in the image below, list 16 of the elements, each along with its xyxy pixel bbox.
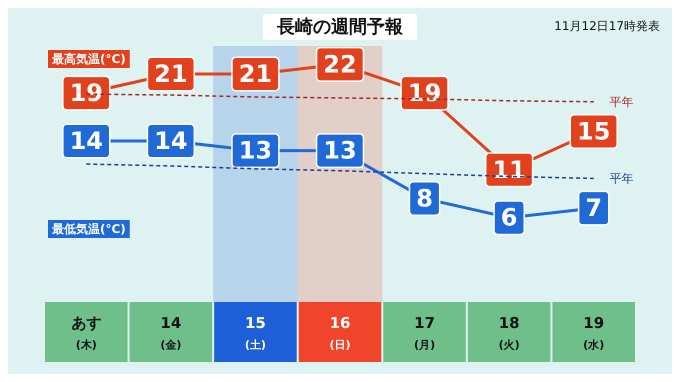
data-label: 8 xyxy=(416,184,433,213)
x-tick-label: 19 (水) xyxy=(583,314,604,352)
x-tick-label: 18 (火) xyxy=(498,314,520,352)
data-label: 6 xyxy=(500,204,518,232)
text: 最低気温(°C) xyxy=(51,222,126,236)
x-tick-label: 16 (日) xyxy=(329,314,351,352)
x-tick-label: 14 (金) xyxy=(160,314,182,352)
x-tick-label: 17 (月) xyxy=(414,314,436,352)
series-label: 最高気温(°C) xyxy=(51,52,126,66)
x-tick-label: あす (木) xyxy=(71,314,102,352)
data-label: 7 xyxy=(585,194,602,222)
chart-title: 長崎の週間予報 xyxy=(276,16,404,38)
series-label: 平年 xyxy=(610,171,634,186)
text: 11月12日17時発表 xyxy=(554,19,660,33)
series-label: 平年 xyxy=(610,94,634,109)
x-tick-label: 15 (土) xyxy=(244,314,266,352)
